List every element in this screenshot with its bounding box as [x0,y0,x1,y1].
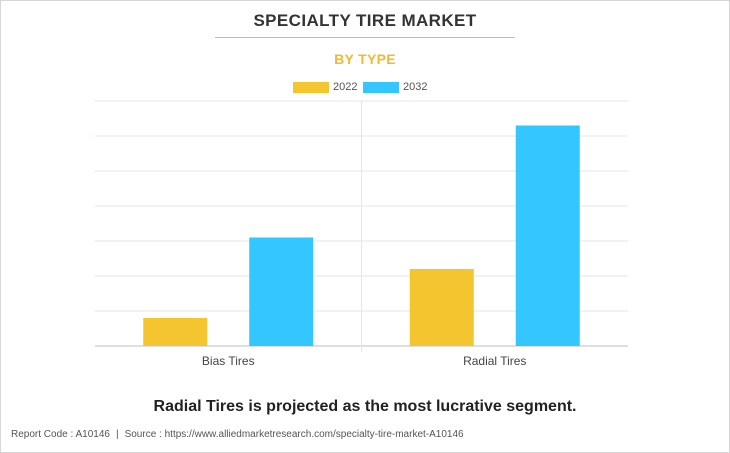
bar-2022-bias-tires [143,318,208,346]
legend-swatch-2032 [363,81,399,93]
x-tick-label: Radial Tires [463,354,526,368]
legend-label-2032: 2032 [403,81,428,93]
report-separator: | [115,429,119,440]
legend-label-2022: 2022 [333,81,358,93]
chart-subtitle: BY TYPE [334,51,396,67]
legend-swatch-2022 [293,81,329,93]
report-info: Report Code : A10146 | Source : https://ww… [11,429,464,440]
key-finding-note: Radial Tires is projected as the most lu… [153,398,577,415]
chart-legend: 2022 2032 [0,80,730,94]
report-code: Report Code : A10146 [11,429,110,440]
bar-2032-bias-tires [249,237,314,346]
x-tick-label: Bias Tires [202,354,255,368]
title-divider [215,37,515,38]
bar-2032-radial-tires [515,125,580,346]
legend-item-2032: 2032 [363,80,427,94]
chart-title: SPECIALTY TIRE MARKET [253,11,477,30]
report-source: Source : https://www.alliedmarketresearc… [124,429,464,440]
bar-2022-radial-tires [409,269,474,346]
legend-item-2022: 2022 [293,80,357,94]
